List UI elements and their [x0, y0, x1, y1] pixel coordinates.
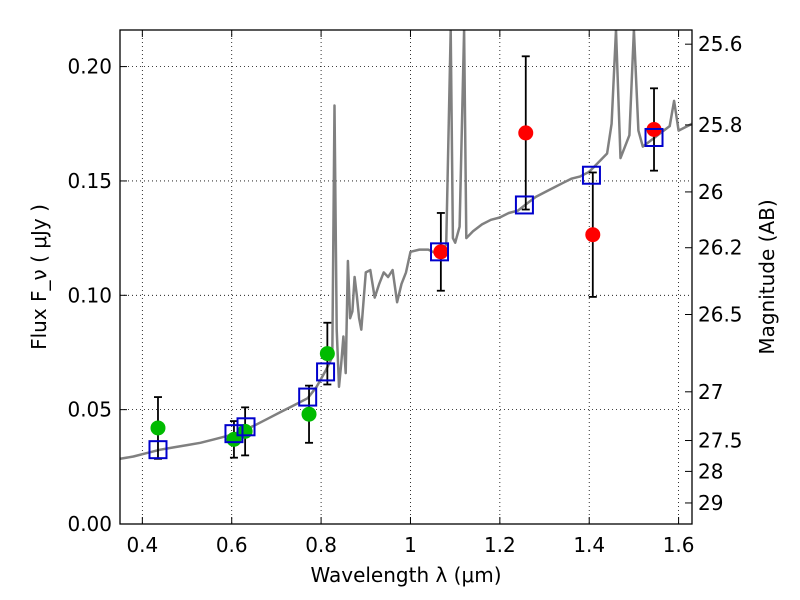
x-tick-label: 1.6 [663, 533, 695, 557]
y2-axis-label: Magnitude (AB) [755, 199, 779, 354]
y-tick-label: 0.10 [67, 283, 112, 307]
data-point [585, 227, 601, 243]
data-point [150, 420, 166, 436]
data-markers [148, 121, 664, 460]
data-point [518, 125, 534, 141]
x-tick-label: 1.2 [484, 533, 516, 557]
error-bars [153, 55, 659, 460]
y2-tick-label: 27.5 [698, 429, 743, 453]
data-point [319, 346, 335, 362]
x-axis-label: Wavelength λ (μm) [310, 563, 501, 587]
model-spectrum [120, 30, 692, 461]
model-point [514, 195, 534, 215]
y2-tick-label: 25.6 [698, 32, 743, 56]
y2-ticks: 25.6 25.8 26 26.2 26.5 27 27.5 28 29 [685, 32, 743, 515]
model-point [224, 424, 244, 444]
x-tick-label: 0.4 [126, 533, 158, 557]
x-tick-label: 0.6 [216, 533, 248, 557]
y2-tick-label: 26.5 [698, 303, 743, 327]
y2-tick-label: 25.8 [698, 113, 743, 137]
y-tick-label: 0.00 [67, 512, 112, 536]
model-point [644, 127, 664, 147]
y-tick-label: 0.05 [67, 398, 112, 422]
grid-lines [120, 30, 692, 525]
y2-tick-label: 26 [698, 180, 723, 204]
y2-tick-label: 28 [698, 459, 723, 483]
model-point [430, 242, 450, 262]
y-tick-label: 0.20 [67, 55, 112, 79]
y-axis-label: Flux F_ν ( μJy ) [27, 204, 51, 350]
data-point [433, 244, 449, 260]
y2-tick-label: 27 [698, 380, 723, 404]
model-point [298, 387, 318, 407]
x-ticks: 0.4 0.6 0.8 1 1.2 1.4 1.6 [126, 30, 695, 557]
spectrum-line [120, 30, 692, 461]
plot-frame [119, 29, 693, 525]
x-tick-label: 1 [404, 533, 417, 557]
y2-tick-label: 26.2 [698, 236, 743, 260]
data-point [301, 406, 317, 422]
model-point [316, 362, 336, 382]
model-point [581, 165, 601, 185]
x-tick-label: 0.8 [305, 533, 337, 557]
model-point [148, 440, 168, 460]
model-point [236, 417, 256, 437]
y-tick-label: 0.15 [67, 169, 112, 193]
x-tick-label: 1.4 [573, 533, 605, 557]
y2-tick-label: 29 [698, 491, 723, 515]
y-ticks: 0.00 0.05 0.10 0.15 0.20 [67, 55, 127, 536]
